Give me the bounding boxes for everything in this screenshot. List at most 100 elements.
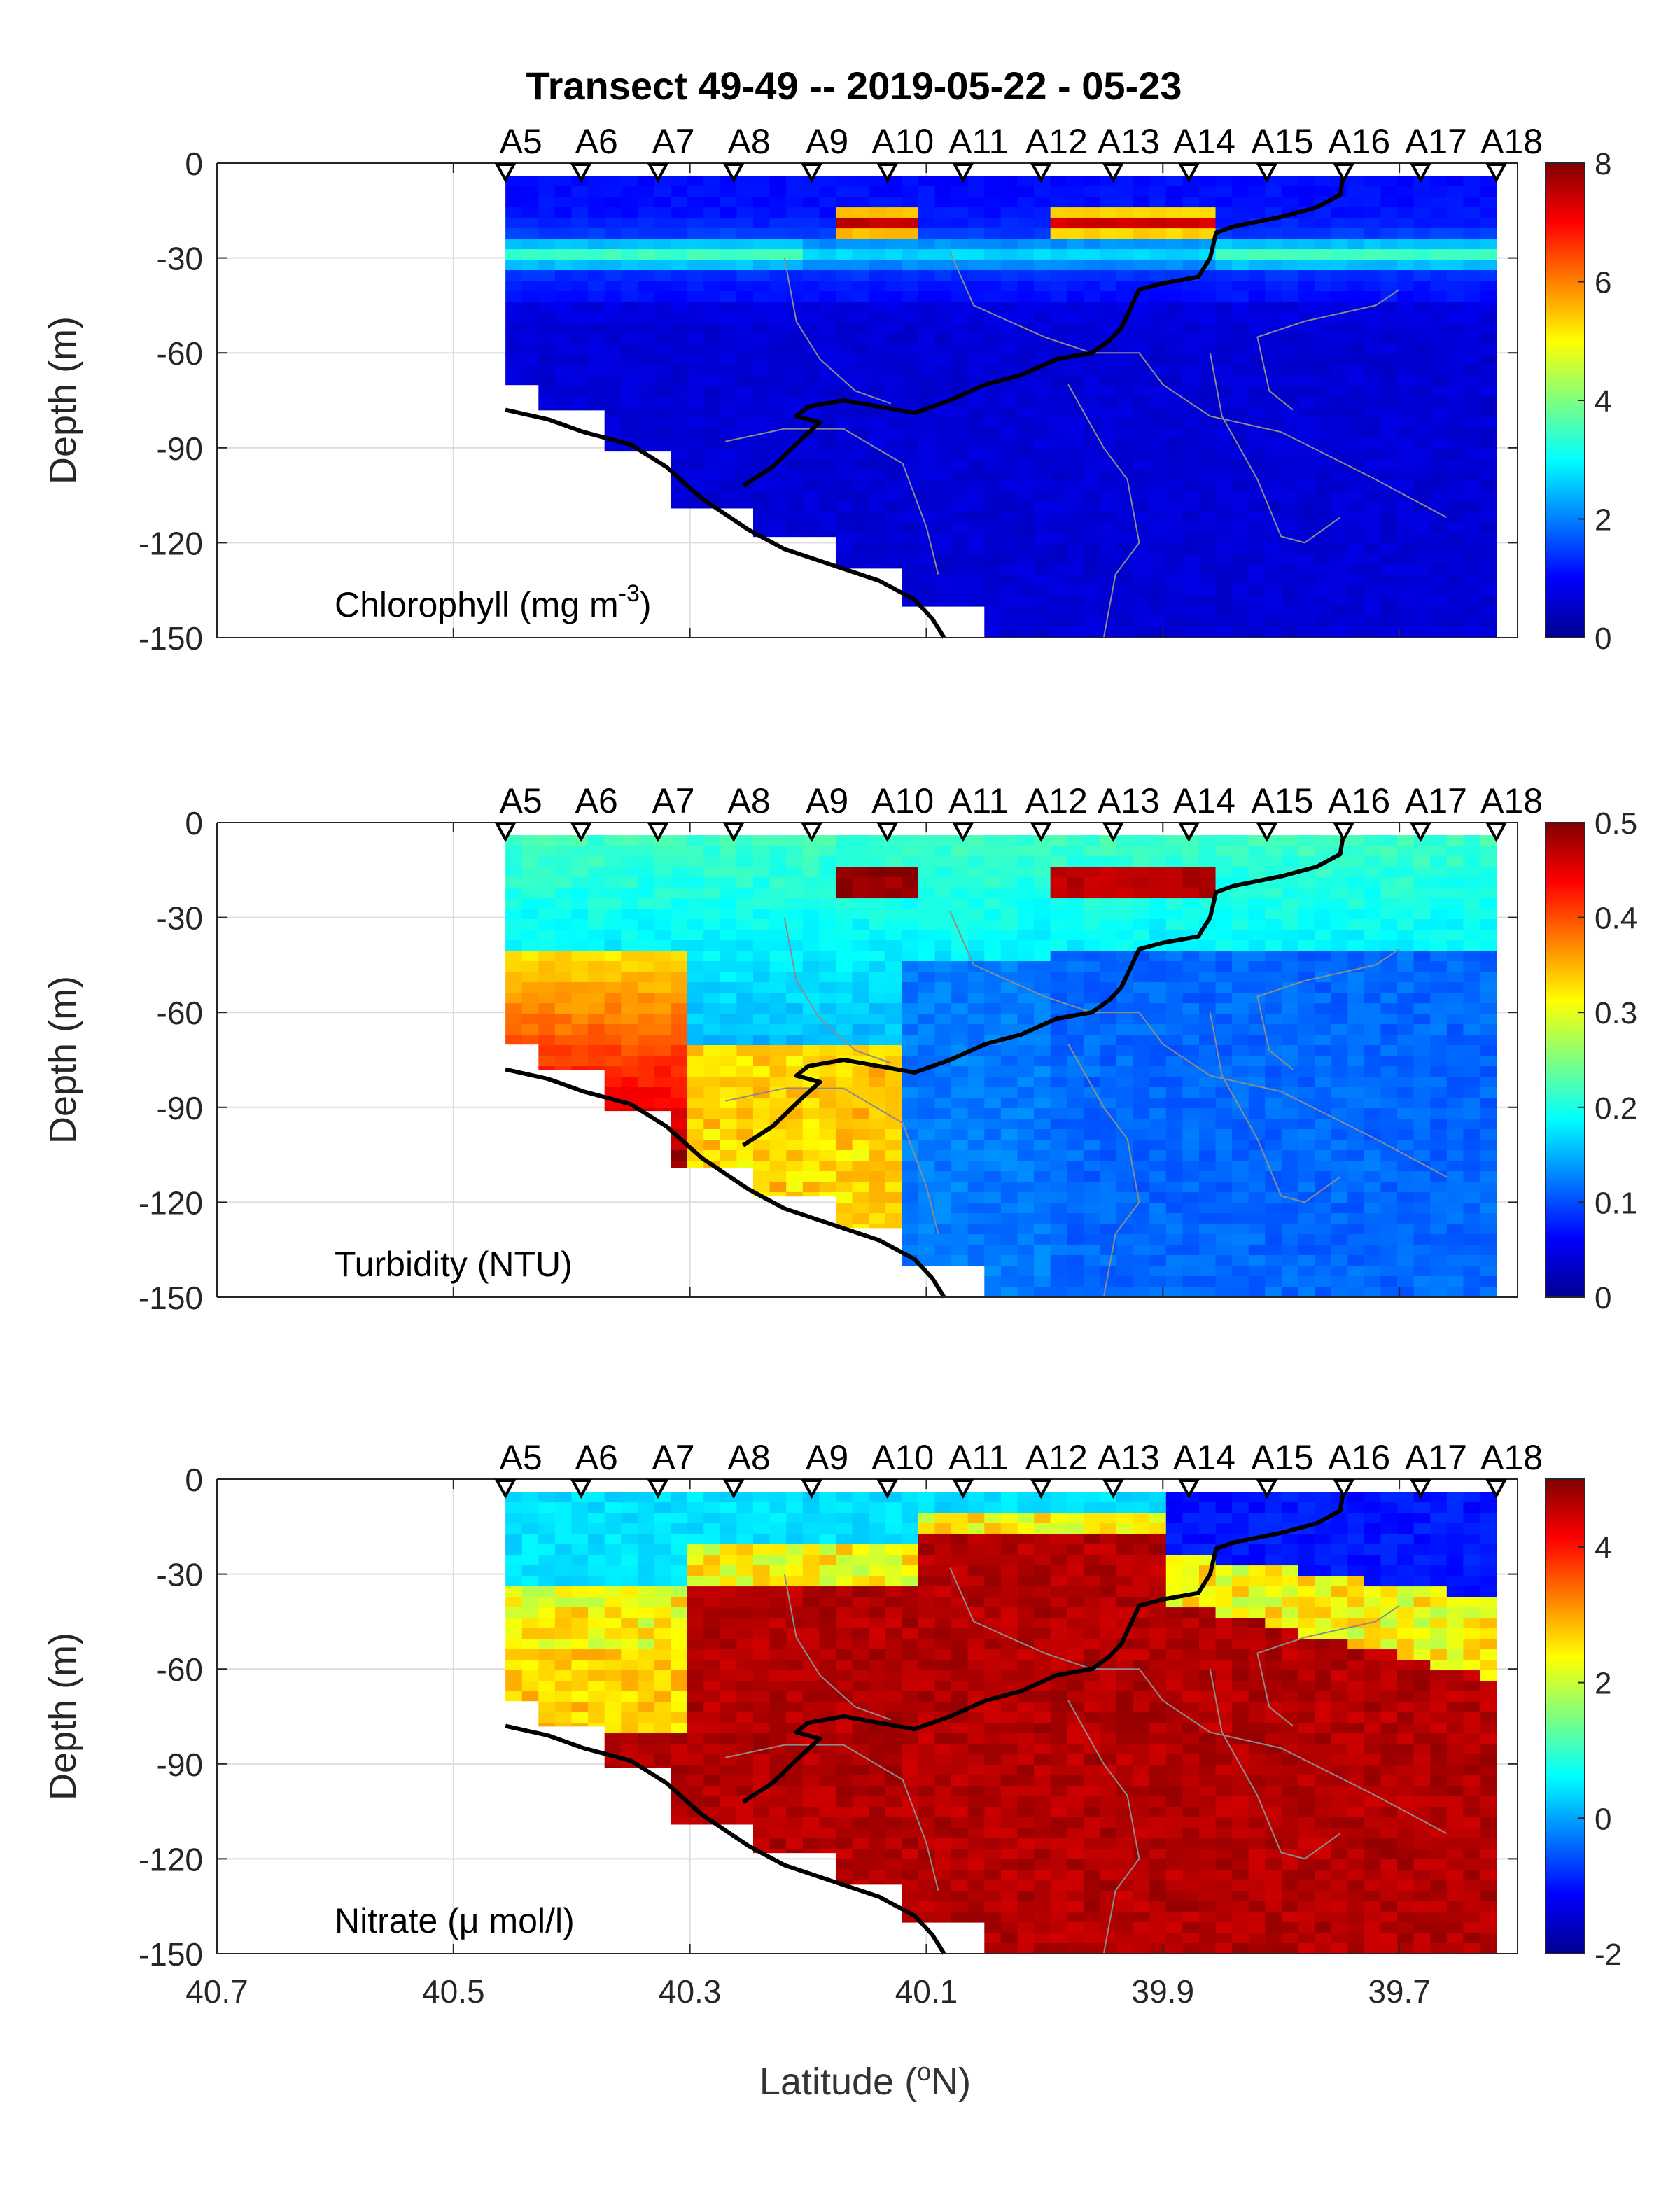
heatmap-cell — [1298, 1287, 1315, 1298]
heatmap-cell — [819, 1066, 836, 1077]
heatmap-cell — [1265, 1255, 1282, 1266]
heatmap-cell — [505, 951, 523, 962]
heatmap-cell — [835, 1024, 853, 1035]
heatmap-cell — [505, 1670, 523, 1681]
heatmap-cell — [885, 1077, 903, 1088]
heatmap-cell — [571, 1660, 589, 1671]
heatmap-cell — [1364, 1266, 1382, 1277]
heatmap-cell — [1000, 344, 1018, 355]
station-marker — [722, 822, 745, 843]
heatmap-cell — [1364, 333, 1382, 344]
heatmap-cell — [819, 491, 836, 502]
heatmap-cell — [835, 312, 853, 323]
heatmap-cell — [1463, 228, 1480, 239]
heatmap-cell — [588, 1597, 606, 1608]
heatmap-cell — [984, 1119, 1002, 1130]
heatmap-cell — [1265, 396, 1282, 407]
heatmap-cell — [1315, 898, 1332, 909]
heatmap-cell — [538, 260, 556, 271]
heatmap-cell — [588, 1523, 606, 1534]
heatmap-cell — [835, 501, 853, 512]
heatmap-cell — [1198, 365, 1217, 376]
heatmap-cell — [720, 302, 738, 313]
heatmap-cell — [869, 1045, 886, 1056]
heatmap-cell — [852, 480, 869, 491]
heatmap-cell — [967, 218, 986, 229]
heatmap-cell — [1182, 543, 1200, 554]
heatmap-cell — [538, 835, 556, 846]
heatmap-cell — [522, 951, 540, 962]
heatmap-cell — [1348, 501, 1365, 512]
heatmap-cell — [704, 386, 721, 397]
heatmap-cell — [1315, 1119, 1332, 1130]
heatmap-cell — [621, 407, 638, 418]
heatmap-cell — [1281, 512, 1299, 523]
heatmap-cell — [1215, 1066, 1233, 1077]
heatmap-cell — [967, 1129, 986, 1140]
heatmap-cell — [1265, 627, 1282, 638]
heatmap-cell — [967, 270, 986, 281]
heatmap-cell — [1248, 909, 1266, 920]
heatmap-cell — [885, 1108, 903, 1119]
heatmap-cell — [1364, 846, 1382, 857]
heatmap-cell — [819, 501, 836, 512]
heatmap-cell — [1265, 239, 1282, 250]
heatmap-cell — [1397, 260, 1415, 271]
heatmap-cell — [621, 1077, 638, 1088]
heatmap-cell — [571, 993, 589, 1004]
heatmap-cell — [1331, 1098, 1349, 1109]
heatmap-cell — [1149, 1003, 1167, 1014]
heatmap-cell — [934, 909, 952, 920]
heatmap-cell — [819, 1129, 836, 1140]
heatmap-cell — [1348, 249, 1365, 260]
heatmap-cell — [1083, 1182, 1101, 1193]
heatmap-cell — [1248, 1192, 1266, 1203]
heatmap-cell — [1083, 1266, 1101, 1277]
heatmap-cell — [720, 491, 738, 502]
heatmap-cell — [1000, 867, 1018, 878]
heatmap-cell — [1133, 1024, 1150, 1035]
heatmap-cell — [1446, 554, 1464, 565]
heatmap-cell — [1215, 365, 1233, 376]
heatmap-cell — [1116, 291, 1134, 302]
heatmap-cell — [1050, 919, 1068, 930]
heatmap-cell — [1034, 993, 1051, 1004]
heatmap-cell — [753, 281, 771, 292]
heatmap-cell — [918, 1255, 936, 1266]
heatmap-cell — [1331, 249, 1349, 260]
heatmap-cell — [869, 1087, 886, 1098]
heatmap-cell — [571, 1607, 589, 1618]
heatmap-cell — [1182, 1161, 1200, 1172]
heatmap-cell — [1348, 533, 1365, 544]
heatmap-cell — [571, 1723, 589, 1727]
heatmap-cell — [786, 1129, 804, 1140]
heatmap-cell — [1380, 449, 1398, 460]
heatmap-cell — [1446, 428, 1464, 439]
heatmap-cell — [918, 470, 936, 481]
heatmap-cell — [885, 930, 903, 941]
heatmap-cell — [869, 323, 886, 334]
heatmap-cell — [1083, 627, 1101, 638]
heatmap-cell — [902, 1056, 919, 1067]
heatmap-cell — [1017, 993, 1035, 1004]
heatmap-cell — [984, 1056, 1002, 1067]
heatmap-cell — [1364, 1098, 1382, 1109]
heatmap-cell — [588, 344, 606, 355]
heatmap-cell — [1116, 543, 1134, 554]
heatmap-cell — [951, 323, 969, 334]
heatmap-cell — [769, 470, 787, 481]
heatmap-cell — [1380, 1203, 1398, 1214]
heatmap-cell — [1446, 888, 1464, 899]
heatmap-cell — [1050, 575, 1068, 586]
heatmap-cell — [554, 1502, 573, 1513]
heatmap-cell — [1232, 533, 1250, 544]
heatmap-cell — [802, 919, 820, 930]
heatmap-cell — [1331, 627, 1349, 638]
heatmap-cell — [1067, 1182, 1084, 1193]
heatmap-cell — [1166, 1276, 1184, 1287]
heatmap-cell — [835, 1108, 853, 1119]
heatmap-cell — [1298, 1255, 1315, 1266]
heatmap-cell — [1149, 1276, 1167, 1287]
heatmap-cell — [1446, 512, 1464, 523]
heatmap-cell — [671, 186, 688, 197]
